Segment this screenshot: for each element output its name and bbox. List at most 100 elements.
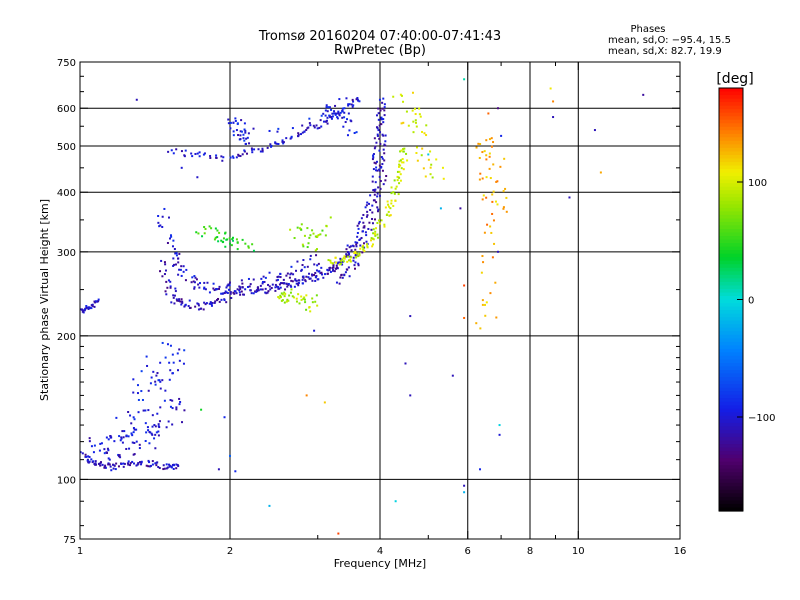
- data-point: [502, 207, 505, 210]
- data-point: [268, 504, 271, 507]
- data-point: [293, 285, 296, 288]
- data-point: [400, 94, 403, 97]
- data-point: [303, 234, 306, 237]
- data-point: [376, 233, 379, 236]
- data-point: [259, 288, 262, 291]
- data-point: [481, 303, 484, 306]
- data-point: [227, 283, 230, 286]
- data-point: [363, 242, 366, 245]
- data-point: [505, 210, 508, 213]
- data-point: [303, 130, 306, 133]
- data-point: [346, 260, 349, 263]
- data-point: [389, 207, 392, 210]
- data-point: [156, 461, 159, 464]
- data-point: [430, 163, 433, 166]
- data-point: [414, 119, 417, 122]
- y-tick-label: 400: [57, 188, 76, 199]
- data-point: [156, 412, 159, 415]
- data-point: [85, 305, 88, 308]
- data-point: [373, 190, 376, 193]
- data-point: [151, 425, 154, 428]
- data-point: [348, 259, 351, 262]
- data-point: [371, 222, 374, 225]
- data-point: [243, 139, 246, 142]
- data-point: [206, 281, 209, 284]
- y-tick-label: 75: [63, 535, 76, 546]
- data-point: [222, 156, 225, 159]
- data-point: [301, 243, 304, 246]
- data-point: [356, 224, 359, 227]
- data-point: [401, 161, 404, 164]
- colorbar-segment: [719, 327, 743, 332]
- data-point: [217, 297, 220, 300]
- data-point: [159, 380, 162, 383]
- x-tick-label: 1: [77, 546, 83, 557]
- data-point: [373, 232, 376, 235]
- data-point: [402, 168, 405, 171]
- data-point: [167, 279, 170, 282]
- data-point: [289, 284, 292, 287]
- data-point: [429, 173, 432, 176]
- data-point: [315, 248, 318, 251]
- data-point: [87, 308, 90, 311]
- data-point: [197, 308, 200, 311]
- data-point: [301, 124, 304, 127]
- colorbar-segment: [719, 285, 743, 290]
- data-point: [129, 462, 132, 465]
- colorbar-segment: [719, 204, 743, 209]
- data-point: [357, 227, 360, 230]
- data-point: [494, 281, 497, 284]
- data-point: [264, 276, 267, 279]
- data-point: [300, 298, 303, 301]
- y-tick-label: 500: [57, 142, 76, 153]
- colorbar-segment: [719, 197, 743, 202]
- data-point: [268, 271, 271, 274]
- data-point: [172, 257, 175, 260]
- data-point: [379, 142, 382, 145]
- data-point: [414, 113, 417, 116]
- data-point: [394, 199, 397, 202]
- data-point: [138, 447, 141, 450]
- data-point: [344, 271, 347, 274]
- data-point: [148, 442, 151, 445]
- data-point: [230, 244, 233, 247]
- data-point: [313, 263, 316, 266]
- colorbar-segment: [719, 271, 743, 276]
- data-point: [348, 253, 351, 256]
- data-point: [196, 152, 199, 155]
- data-point: [221, 241, 224, 244]
- data-point: [115, 462, 118, 465]
- data-point: [187, 305, 190, 308]
- data-point: [301, 278, 304, 281]
- data-point: [157, 221, 160, 224]
- data-point: [381, 133, 384, 136]
- data-point: [151, 414, 154, 417]
- data-point: [210, 302, 213, 305]
- data-point: [378, 149, 381, 152]
- data-point: [331, 112, 334, 115]
- data-point: [257, 289, 260, 292]
- data-point: [398, 170, 401, 173]
- data-point: [395, 185, 398, 188]
- data-point: [375, 201, 378, 204]
- data-point: [346, 244, 349, 247]
- data-point: [108, 463, 111, 466]
- data-point: [298, 227, 301, 230]
- data-point: [151, 433, 154, 436]
- data-point: [478, 156, 481, 159]
- colorbar-segment: [719, 123, 743, 128]
- data-point: [366, 201, 369, 204]
- x-tick-label: 8: [527, 546, 533, 557]
- data-point: [236, 248, 239, 251]
- data-point: [381, 169, 384, 172]
- data-point: [169, 399, 172, 402]
- data-point: [377, 208, 380, 211]
- data-point: [158, 225, 161, 228]
- data-point: [358, 220, 361, 223]
- data-point: [463, 316, 466, 319]
- data-point: [303, 298, 306, 301]
- data-point: [279, 276, 282, 279]
- data-point: [341, 260, 344, 263]
- data-point: [106, 447, 109, 450]
- data-point: [364, 206, 367, 209]
